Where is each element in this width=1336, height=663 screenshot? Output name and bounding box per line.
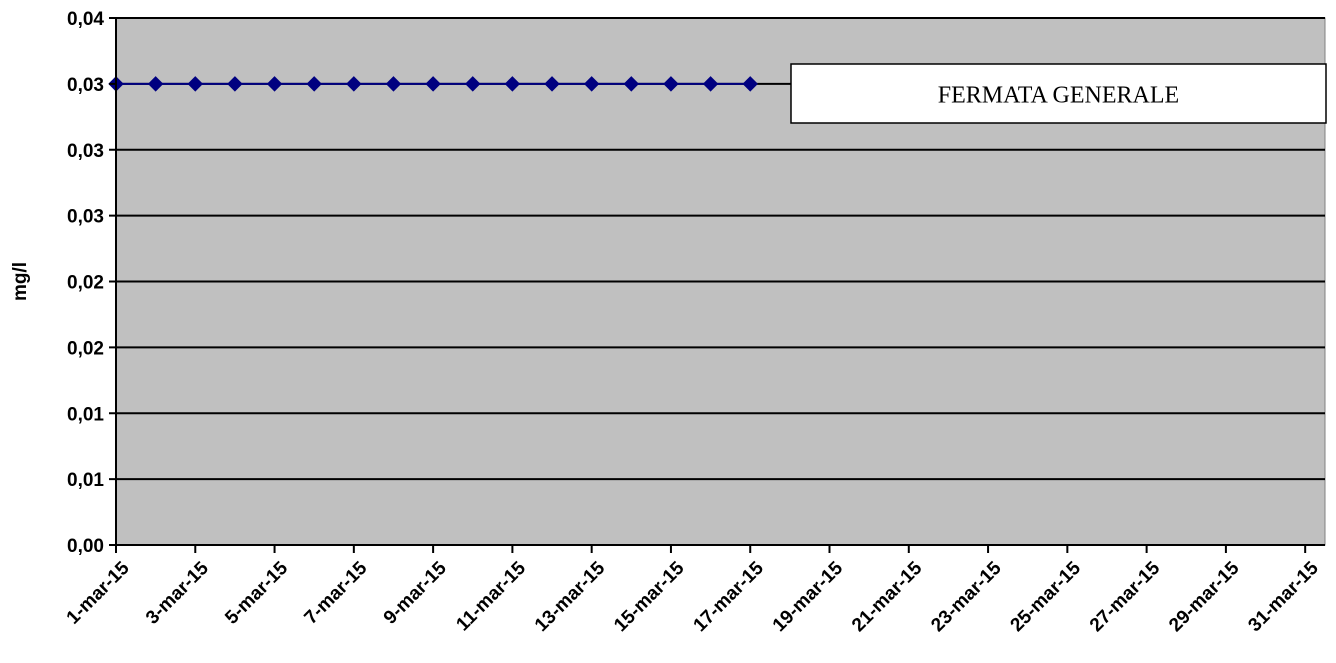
x-tick-label: 17-mar-15 xyxy=(690,557,769,636)
y-tick-label: 0,00 xyxy=(67,536,104,557)
x-tick-label: 5-mar-15 xyxy=(221,557,292,628)
data-point xyxy=(583,76,600,92)
data-point xyxy=(227,76,243,92)
x-tick-label: 27-mar-15 xyxy=(1086,557,1165,636)
x-tick-label: 19-mar-15 xyxy=(769,557,848,636)
data-point xyxy=(504,76,521,92)
y-tick-label: 0,04 xyxy=(67,9,104,30)
y-tick-label: 0,03 xyxy=(67,75,104,96)
x-tick-label: 23-mar-15 xyxy=(927,557,1006,636)
y-tick-label: 0,01 xyxy=(67,404,104,425)
x-tick-label: 7-mar-15 xyxy=(301,557,372,628)
data-point xyxy=(465,76,481,92)
x-tick-label: 21-mar-15 xyxy=(848,557,927,636)
data-point xyxy=(742,76,758,92)
data-point xyxy=(147,76,164,92)
x-tick-label: 9-mar-15 xyxy=(380,557,451,628)
x-tick-label: 25-mar-15 xyxy=(1007,557,1086,636)
y-tick-label: 0,03 xyxy=(67,207,104,228)
x-tick-label: 29-mar-15 xyxy=(1165,557,1244,636)
annotation-text: FERMATA GENERALE xyxy=(938,83,1179,109)
x-tick-label: 1-mar-15 xyxy=(63,557,134,628)
x-tick-label: 11-mar-15 xyxy=(452,557,530,635)
x-tick-label: 13-mar-15 xyxy=(531,557,610,636)
data-point xyxy=(544,76,560,92)
data-point xyxy=(425,76,441,92)
x-tick-label: 31-mar-15 xyxy=(1244,557,1323,636)
x-tick-label: 3-mar-15 xyxy=(142,557,213,628)
y-tick-label: 0,02 xyxy=(67,338,104,359)
y-tick-label: 0,02 xyxy=(67,273,104,294)
data-point xyxy=(663,76,679,92)
data-point xyxy=(702,76,719,92)
data-point xyxy=(266,76,283,92)
annotation-box xyxy=(790,63,1327,124)
data-point xyxy=(623,76,640,92)
data-point xyxy=(385,76,402,92)
data-point xyxy=(346,76,362,92)
data-point xyxy=(187,76,203,92)
y-axis-title: mg/l xyxy=(10,262,31,301)
data-point xyxy=(306,76,322,92)
x-tick-label: 15-mar-15 xyxy=(610,557,689,636)
y-tick-label: 0,01 xyxy=(67,470,104,491)
y-tick-label: 0,03 xyxy=(67,141,104,162)
